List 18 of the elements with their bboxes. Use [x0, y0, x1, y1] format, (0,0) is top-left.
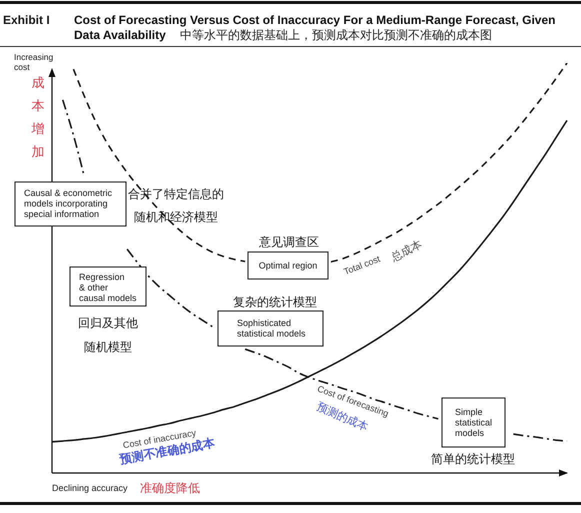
annotation: 随机模型 — [84, 340, 132, 354]
annotation: Optimal region — [258, 260, 318, 270]
text: Exhibit I — [3, 13, 50, 27]
y-axis-title: Increasing cost — [14, 52, 54, 72]
annotation: Regression & other causal models — [79, 272, 138, 303]
annotation: Sophisticated statistical models — [237, 318, 306, 338]
annotation: 简单的统计模型 — [431, 452, 515, 466]
annotation: 复杂的统计模型 — [233, 295, 317, 309]
annotation: Causal & econometric models incorporating special information — [24, 188, 113, 219]
annotation: 总成本 — [388, 238, 424, 265]
text: 准确度降低 — [140, 481, 200, 495]
annotation: 回归及其他 — [78, 316, 138, 330]
chart-subtitle: 中等水平的数据基础上，预测成本对比预测不准确的成本图 — [180, 28, 492, 42]
text: 成本增加 — [30, 75, 44, 159]
annotation: Simple statistical models — [455, 407, 492, 438]
text: Total cost — [342, 254, 382, 277]
annotation: 意见调查区 — [258, 235, 319, 249]
x-axis-title: Declining accuracy — [52, 483, 128, 493]
